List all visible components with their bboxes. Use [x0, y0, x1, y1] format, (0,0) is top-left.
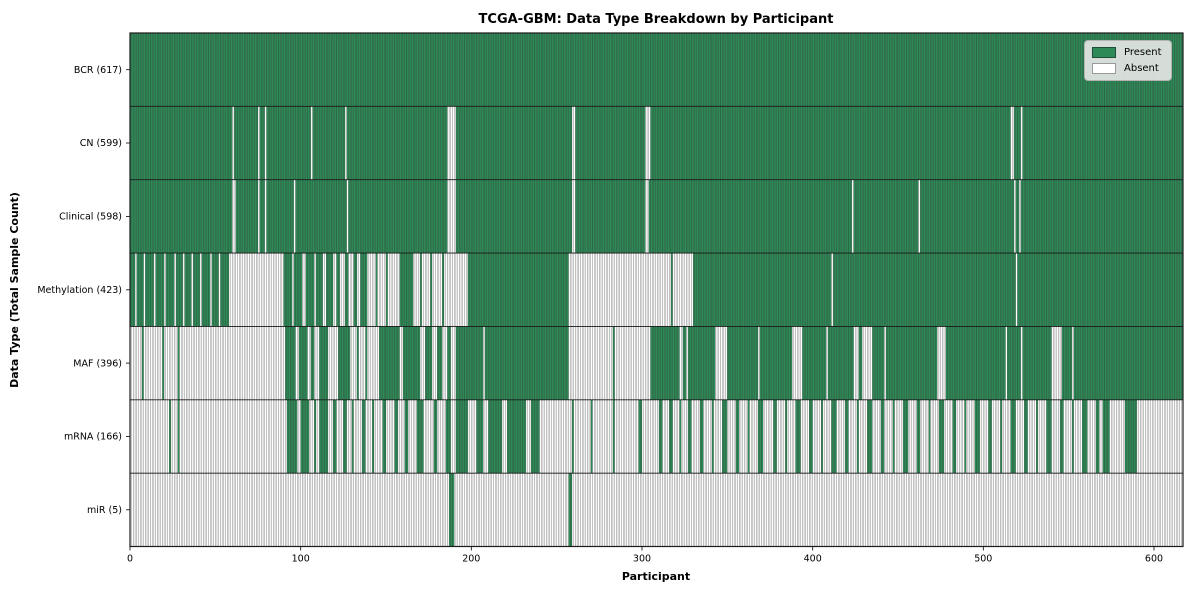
absent-swatch-icon — [1092, 63, 1116, 74]
row-bars-CN — [129, 106, 1184, 180]
x-tick-label: 200 — [462, 554, 480, 565]
row-bars-miR — [129, 472, 1184, 547]
x-tick-label: 300 — [633, 554, 651, 565]
y-tick-label-Methylation: Methylation (423) — [37, 285, 122, 296]
legend-label-absent: Absent — [1124, 62, 1159, 74]
chart-title: TCGA-GBM: Data Type Breakdown by Partici… — [479, 12, 834, 27]
x-tick-label: 0 — [127, 554, 133, 565]
legend-label-present: Present — [1124, 46, 1162, 58]
legend: Present Absent — [1084, 40, 1172, 81]
y-tick-label-miR: miR (5) — [87, 505, 122, 516]
row-bars-BCR — [129, 32, 1184, 107]
y-tick-label-BCR: BCR (617) — [74, 65, 122, 76]
y-tick-label-CN: CN (599) — [80, 138, 122, 149]
x-tick-label: 400 — [804, 554, 822, 565]
y-axis-label: Data Type (Total Sample Count) — [8, 192, 21, 388]
x-tick-label: 600 — [1145, 554, 1163, 565]
bars-layer — [129, 32, 1184, 547]
x-tick-label: 500 — [974, 554, 992, 565]
row-bars-Clinical — [129, 179, 1184, 254]
y-tick-label-mRNA: mRNA (166) — [64, 432, 122, 443]
y-tick-label-MAF: MAF (396) — [73, 358, 122, 369]
legend-item-present: Present — [1092, 47, 1162, 58]
present-swatch-icon — [1092, 47, 1116, 58]
row-bars-MAF — [129, 326, 1184, 400]
row-bars-Methylation — [129, 252, 1184, 327]
axes-layer: BCR (617) CN (599) Clinical (598) Methylati… — [37, 32, 1184, 565]
row-bars-mRNA — [129, 399, 1184, 474]
x-axis-label: Participant — [622, 570, 690, 583]
y-tick-label-Clinical: Clinical (598) — [59, 212, 122, 223]
legend-item-absent: Absent — [1092, 63, 1162, 74]
x-tick-label: 100 — [292, 554, 310, 565]
